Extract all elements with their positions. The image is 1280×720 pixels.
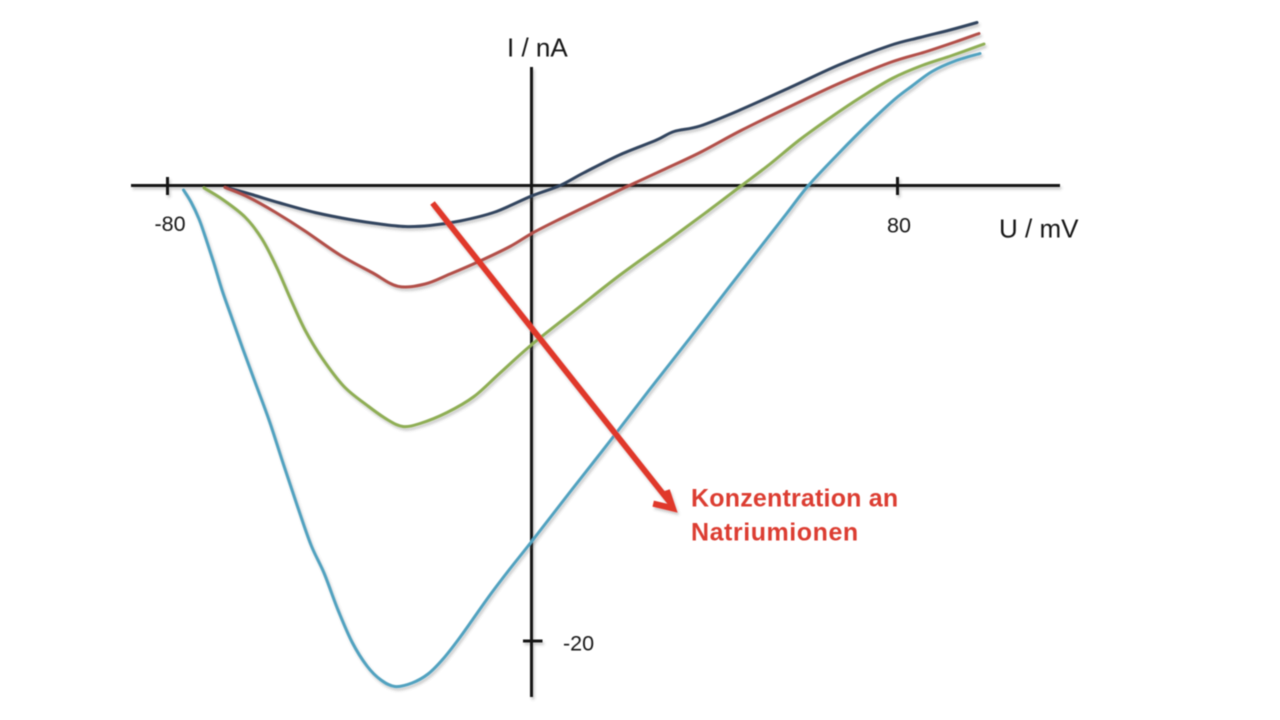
svg-text:I / nA: I / nA <box>507 33 568 63</box>
svg-text:Konzentration an: Konzentration an <box>691 485 898 513</box>
svg-text:-80: -80 <box>155 212 186 236</box>
svg-text:Natriumionen: Natriumionen <box>691 519 859 547</box>
svg-text:-20: -20 <box>563 632 594 656</box>
svg-text:80: 80 <box>887 214 911 238</box>
svg-text:U / mV: U / mV <box>999 214 1079 244</box>
